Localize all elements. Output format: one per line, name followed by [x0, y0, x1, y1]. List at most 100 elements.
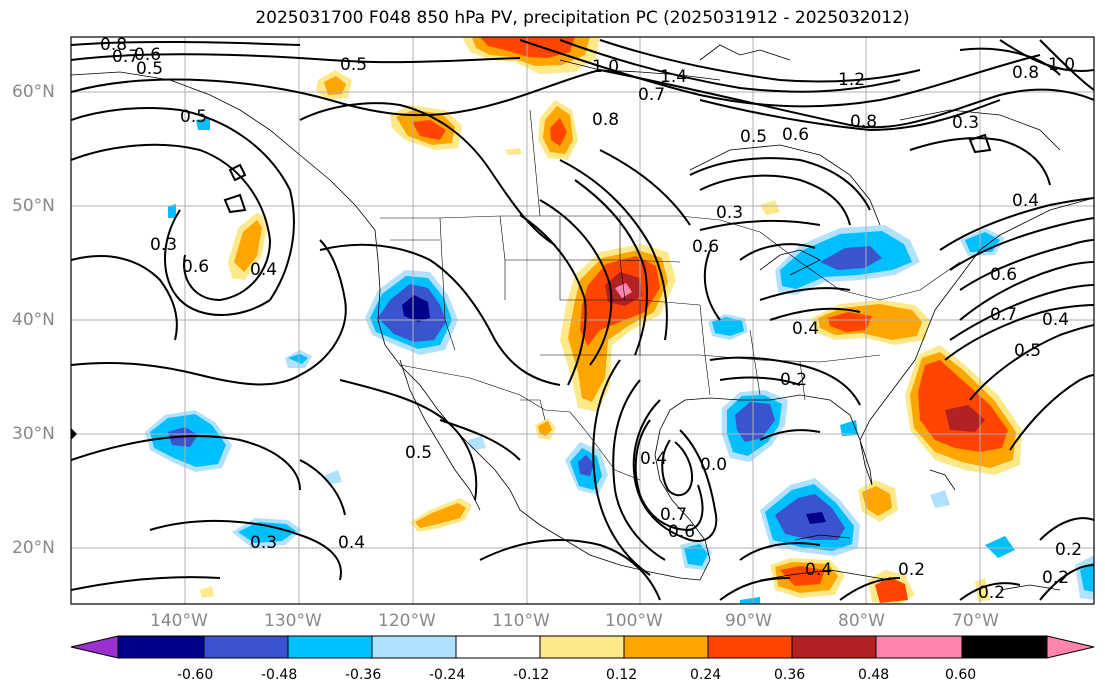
- lat-label: 50°N: [12, 196, 55, 216]
- contour-label: 0.5: [180, 107, 207, 127]
- precip-anomaly-negative: [930, 490, 950, 508]
- colorbar: [70, 635, 1095, 659]
- precip-anomaly-negative: [325, 470, 342, 485]
- colorbar-segment: [875, 635, 963, 659]
- contour-label: 0.7: [660, 505, 687, 525]
- contour-label: 0.6: [182, 257, 209, 277]
- precip-anomaly-positive: [975, 578, 990, 602]
- contour-label: 0.6: [990, 265, 1017, 285]
- contour-label: 0.8: [850, 112, 877, 132]
- contour-label: 0.5: [740, 127, 767, 147]
- precip-anomaly-positive: [945, 405, 985, 432]
- lon-label: 70°W: [952, 611, 999, 631]
- contour-label: 0.2: [780, 370, 807, 390]
- lon-label: 140°W: [150, 611, 208, 631]
- precip-anomaly-negative: [168, 204, 176, 218]
- colorbar-tick-label: -0.24: [429, 667, 466, 683]
- colorbar-tick-label: -0.36: [345, 667, 382, 683]
- contour-label: 0.8: [592, 110, 619, 130]
- contour-label: 1.0: [592, 57, 619, 77]
- colorbar-segment: [455, 635, 541, 659]
- map-frame: [70, 36, 1095, 605]
- precip-anomaly-negative: [196, 118, 210, 130]
- lat-label: 30°N: [12, 424, 55, 444]
- precip-anomaly-positive: [550, 118, 567, 146]
- lon-label: 120°W: [378, 611, 436, 631]
- colorbar-segment: [117, 635, 205, 659]
- graticule: [71, 37, 1094, 604]
- contour-label: 0.0: [700, 455, 727, 475]
- colorbar-segment: [371, 635, 457, 659]
- precip-anomaly-negative: [684, 544, 708, 566]
- contour-label: 0.4: [1042, 310, 1069, 330]
- contour-label: 0.5: [405, 443, 432, 463]
- precip-anomaly-positive: [780, 566, 825, 586]
- precip-anomaly-negative: [468, 436, 486, 450]
- contour-label: 0.2: [978, 583, 1005, 603]
- precip-anomaly-positive: [415, 503, 466, 528]
- precip-anomaly-positive: [760, 200, 780, 215]
- contour-label: 0.4: [792, 319, 819, 339]
- precip-anomaly-negative: [238, 522, 296, 543]
- contour-label: 0.4: [338, 533, 365, 553]
- precip-shading: [145, 37, 1094, 604]
- lat-label: 40°N: [12, 310, 55, 330]
- lon-label: 130°W: [264, 611, 322, 631]
- lon-label: 100°W: [605, 611, 663, 631]
- lon-label: 80°W: [838, 611, 885, 631]
- contour-label: 0.2: [1055, 540, 1082, 560]
- map-title: 2025031700 F048 850 hPa PV, precipitatio…: [255, 8, 910, 28]
- contour-label: 0.6: [134, 45, 161, 65]
- contour-label: 0.3: [250, 533, 277, 553]
- lat-label: 60°N: [12, 82, 55, 102]
- colorbar-tick-label: 0.48: [858, 667, 890, 683]
- colorbar-tick-label: 0.60: [945, 667, 977, 683]
- precip-anomaly-negative: [740, 597, 760, 604]
- precip-anomaly-positive: [538, 421, 552, 436]
- contour-label: 0.7: [638, 85, 665, 105]
- contour-label: 0.8: [1012, 63, 1039, 83]
- precip-anomaly-positive: [615, 283, 632, 298]
- precip-anomaly-positive: [828, 312, 872, 332]
- precip-anomaly-negative: [578, 455, 594, 476]
- contour-label: 0.6: [692, 237, 719, 257]
- precip-anomaly-negative: [712, 317, 744, 336]
- precip-anomaly-positive: [918, 360, 1008, 452]
- colorbar-segment: [961, 635, 1048, 659]
- contour-label: 0.6: [668, 522, 695, 542]
- precip-anomaly-positive: [200, 586, 214, 598]
- contour-label: 0.4: [640, 449, 667, 469]
- contour-label: 1.0: [1048, 55, 1075, 75]
- contour-label: 0.3: [716, 203, 743, 223]
- contour-label: 0.4: [805, 560, 832, 580]
- contour-label: 0.7: [990, 305, 1017, 325]
- colorbar-segment: [623, 635, 709, 659]
- precip-anomaly-negative: [1080, 562, 1094, 592]
- contour-label: 0.7: [112, 47, 139, 67]
- colorbar-segment: [203, 635, 289, 659]
- contour-label: 1.4: [660, 67, 687, 87]
- precip-anomaly-negative: [985, 536, 1015, 558]
- colorbar-tick-label: -0.12: [513, 667, 550, 683]
- contour-label: 0.5: [340, 55, 367, 75]
- precip-anomaly-positive: [875, 577, 908, 603]
- precip-anomaly-negative: [806, 512, 826, 524]
- lon-label: 90°W: [725, 611, 772, 631]
- precip-anomaly-positive: [505, 148, 522, 155]
- contour-label: 0.3: [952, 113, 979, 133]
- contour-label: 0.4: [1012, 191, 1039, 211]
- precip-anomaly-positive: [862, 486, 892, 516]
- precip-anomaly-positive: [324, 76, 346, 95]
- contour-label: 0.5: [136, 59, 163, 79]
- contour-label: 0.4: [250, 260, 277, 280]
- lat-label: 20°N: [12, 538, 55, 558]
- colorbar-tick-label: -0.60: [177, 667, 214, 683]
- contour-label: 0.8: [100, 35, 127, 55]
- contour-labels: 0.8 0.7 0.6 0.5 0.5 1.0 1.4 0.7 1.2 0.8 …: [100, 35, 1082, 603]
- colorbar-tick-label: 0.36: [774, 667, 806, 683]
- colorbar-segment: [707, 635, 793, 659]
- colorbar-segment: [287, 635, 373, 659]
- precip-anomaly-negative: [735, 402, 775, 442]
- colorbar-tick-label: -0.48: [261, 667, 298, 683]
